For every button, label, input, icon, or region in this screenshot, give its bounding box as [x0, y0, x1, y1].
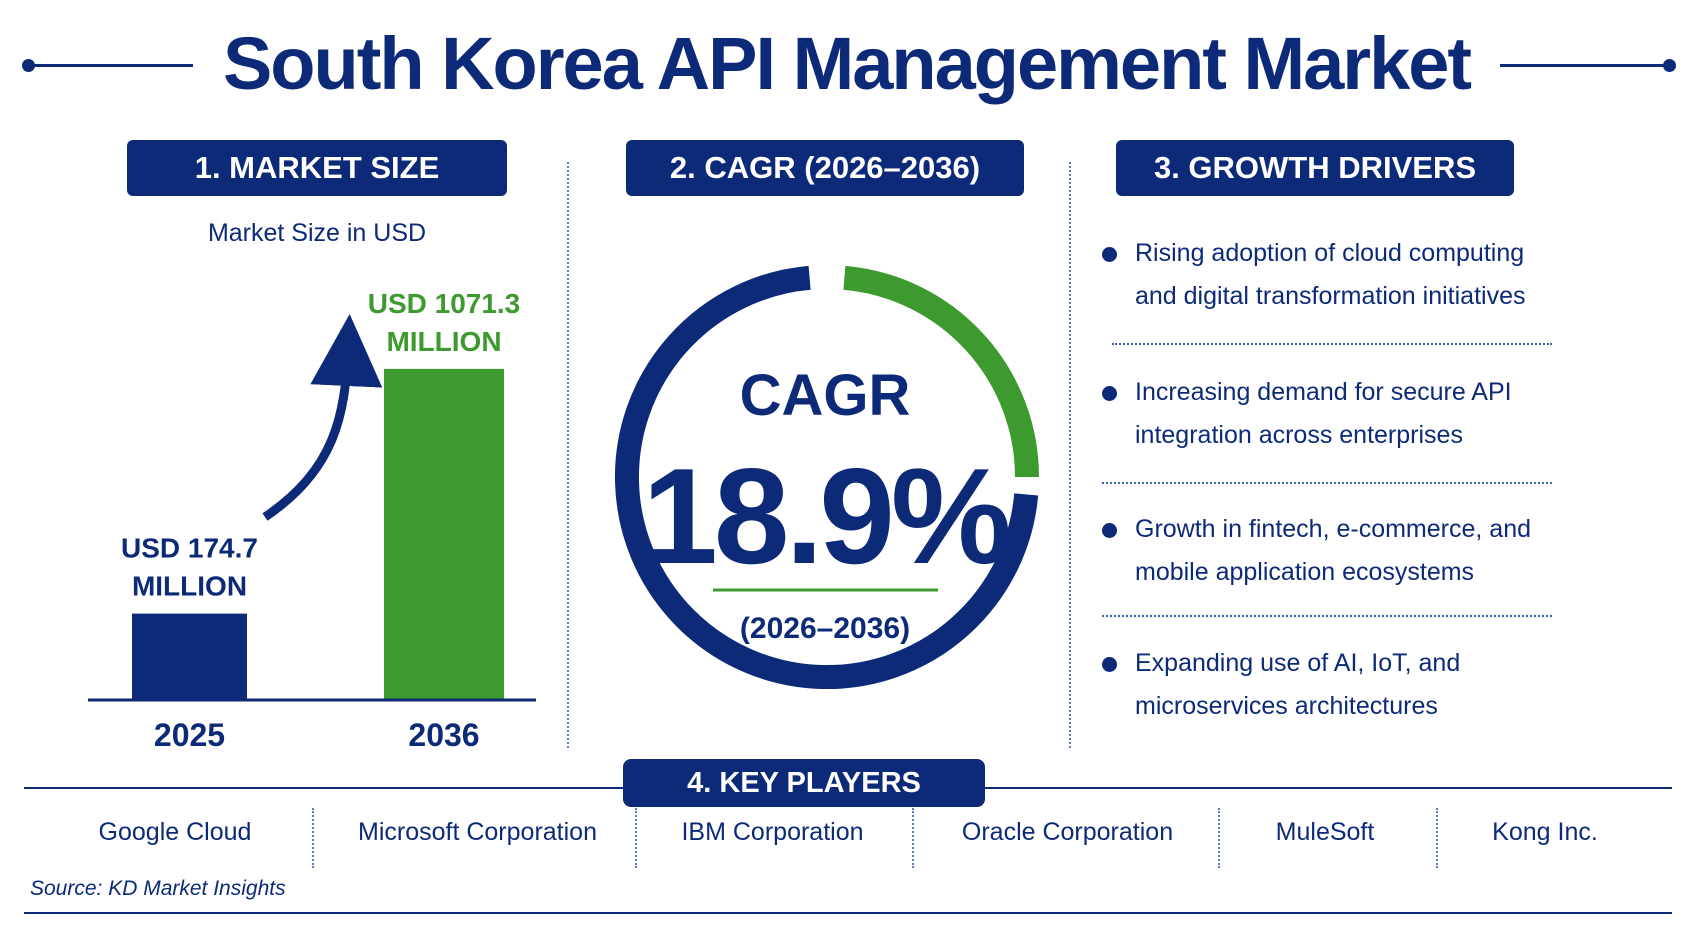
player-divider [1436, 808, 1438, 868]
key-player-name: IBM Corporation [681, 818, 864, 846]
column-separator-left [567, 162, 569, 748]
key-player-name: Oracle Corporation [961, 818, 1174, 846]
bar-category-label: 2025 [154, 717, 225, 753]
player-divider [1218, 808, 1220, 868]
growth-driver-item: Rising adoption of cloud computing and di… [1135, 239, 1526, 310]
growth-arrow-icon [262, 314, 383, 521]
bar-value-label: USD 174.7 [121, 533, 258, 564]
driver-bullet-icon [1102, 523, 1117, 538]
title-left-rule [28, 64, 193, 67]
bar-value-label: USD 1071.3 [368, 288, 521, 319]
driver-bullet-icon [1102, 386, 1117, 401]
key-player-name: Kong Inc. [1492, 818, 1598, 846]
cagr-ring-navy-arc [615, 265, 1039, 689]
growth-driver-item: Expanding use of AI, IoT, and microservic… [1135, 649, 1461, 720]
key-player-name: Google Cloud [98, 818, 252, 846]
bar-category-label: 2036 [408, 717, 479, 753]
driver-bullet-icon [1102, 247, 1117, 262]
title-right-rule [1500, 64, 1670, 67]
cagr-period: (2026–2036) [740, 612, 910, 645]
driver-bullet-icon [1102, 657, 1117, 672]
source-note: Source: KD Market Insights [30, 877, 286, 900]
cagr-heading: 2. CAGR (2026–2036) [626, 140, 1024, 196]
cagr-ring-chart: CAGR 18.9% (2026–2036) [615, 265, 1039, 689]
driver-separator [1102, 482, 1552, 484]
key-player-name: Microsoft Corporation [358, 818, 597, 846]
growth-driver-item: Growth in fintech, e-commerce, and mobile… [1135, 515, 1531, 586]
cagr-label: CAGR [740, 363, 911, 428]
player-divider [312, 808, 314, 868]
key-players-heading: 4. KEY PLAYERS [623, 759, 985, 807]
page-title: South Korea API Management Market [222, 22, 1472, 105]
column-separator-right [1069, 162, 1071, 748]
player-divider [912, 808, 914, 868]
market-size-bar-chart: 2025 USD 174.7 MILLION 2036 USD 1071.3 MILLIO… [88, 288, 536, 753]
cagr-value: 18.9% [642, 440, 1009, 592]
footer-rule [24, 912, 1672, 914]
title-right-dot [1663, 59, 1676, 72]
driver-separator [1112, 343, 1552, 345]
bar-2025 [132, 613, 247, 700]
market-size-subtitle: Market Size in USD [207, 219, 427, 247]
bar-2036 [384, 368, 504, 700]
driver-separator [1102, 615, 1552, 617]
market-size-heading: 1. MARKET SIZE [127, 140, 507, 196]
cagr-ring-green-arc [843, 265, 1039, 478]
growth-driver-item: Increasing demand for secure API integrat… [1135, 378, 1512, 449]
growth-drivers-heading: 3. GROWTH DRIVERS [1116, 140, 1514, 196]
bar-value-label: MILLION [132, 571, 247, 602]
bar-value-label: MILLION [386, 326, 501, 357]
key-player-name: MuleSoft [1275, 818, 1375, 846]
player-divider [635, 808, 637, 868]
